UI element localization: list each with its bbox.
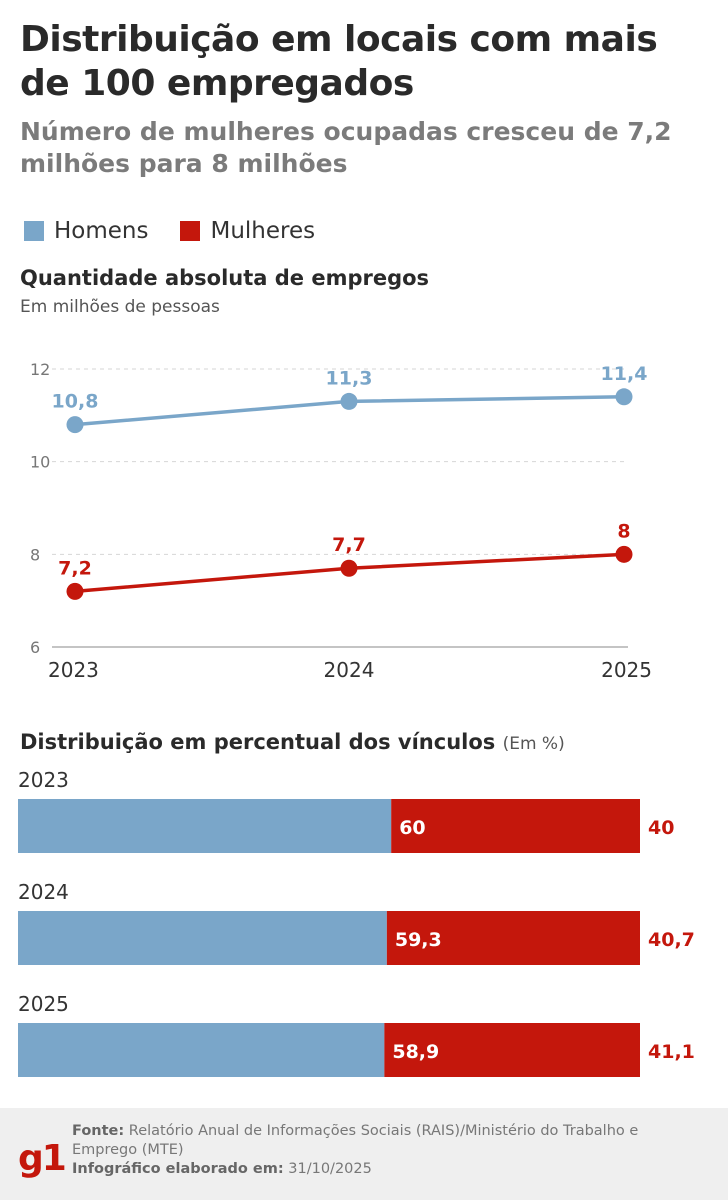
line-point-mulheres bbox=[615, 545, 633, 563]
line-point-homens bbox=[66, 416, 84, 434]
line-data-label: 11,3 bbox=[326, 367, 373, 389]
bar-label-mulheres: 40 bbox=[648, 817, 674, 839]
line-data-label: 7,7 bbox=[332, 534, 366, 556]
line-chart-y-tick: 12 bbox=[30, 360, 50, 379]
legend-label-homens: Homens bbox=[54, 218, 149, 244]
bar-chart-title: Distribuição em percentual dos vínculos bbox=[20, 730, 496, 754]
line-chart-unit: Em milhões de pessoas bbox=[20, 297, 220, 317]
page-title: Distribuição em locais com mais de 100 e… bbox=[20, 19, 658, 104]
line-chart-y-tick: 10 bbox=[30, 453, 50, 472]
line-point-homens bbox=[615, 388, 633, 406]
bar-segment-homens bbox=[18, 911, 387, 965]
g1-logo: g1 bbox=[18, 1138, 67, 1179]
bar-segment-mulheres bbox=[391, 799, 640, 853]
legend-swatch-mulheres bbox=[180, 221, 201, 241]
bar-chart-unit: (Em %) bbox=[502, 734, 565, 754]
bar-chart-title-row: Distribuição em percentual dos vínculos … bbox=[20, 730, 565, 754]
legend-label-mulheres: Mulheres bbox=[210, 218, 316, 244]
line-chart-x-tick: 2025 bbox=[601, 658, 652, 682]
bar-label-homens: 59,3 bbox=[395, 929, 442, 951]
line-chart-title: Quantidade absoluta de empregos bbox=[20, 266, 430, 290]
legend-swatch-homens bbox=[24, 221, 44, 241]
line-data-label: 7,2 bbox=[58, 557, 92, 579]
line-point-mulheres bbox=[66, 582, 84, 600]
legend: Homens Mulheres bbox=[24, 216, 347, 246]
legend-item-mulheres: Mulheres bbox=[180, 218, 315, 244]
line-point-homens bbox=[340, 392, 358, 410]
bar-label-mulheres: 41,1 bbox=[648, 1041, 695, 1063]
date-text: 31/10/2025 bbox=[288, 1161, 372, 1177]
footer-text: Fonte: Relatório Anual de Informações So… bbox=[72, 1122, 702, 1179]
line-point-mulheres bbox=[340, 559, 358, 577]
source-text: Relatório Anual de Informações Sociais (… bbox=[72, 1123, 639, 1158]
line-chart-x-tick: 2024 bbox=[324, 658, 375, 682]
bar-segment-mulheres bbox=[384, 1023, 640, 1077]
bar-label-homens: 60 bbox=[399, 817, 425, 839]
bar-label-homens: 58,9 bbox=[392, 1041, 439, 1063]
footer: g1 Fonte: Relatório Anual de Informações… bbox=[0, 1108, 728, 1200]
line-data-label: 11,4 bbox=[601, 363, 648, 385]
line-chart-y-tick: 8 bbox=[30, 545, 40, 564]
page-subtitle: Número de mulheres ocupadas cresceu de 7… bbox=[20, 117, 672, 178]
bar-row-label: 2025 bbox=[18, 992, 69, 1016]
legend-item-homens: Homens bbox=[24, 218, 148, 244]
source-label: Fonte: bbox=[72, 1123, 125, 1139]
charts-canvas: 6 8 10 12 2023 2024 2025 10,8 11,3 11,4 7,2 7,7 8 202… bbox=[18, 360, 695, 1077]
line-data-label: 8 bbox=[617, 520, 630, 542]
bar-segment-mulheres bbox=[386, 911, 640, 965]
bar-segment-homens bbox=[18, 799, 392, 853]
bar-segment-homens bbox=[18, 1023, 385, 1077]
line-data-label: 10,8 bbox=[52, 391, 99, 413]
bar-label-mulheres: 40,7 bbox=[648, 929, 695, 951]
bar-row-label: 2024 bbox=[18, 880, 69, 904]
bar-row-label: 2023 bbox=[18, 768, 69, 792]
line-chart-x-tick: 2023 bbox=[48, 658, 99, 682]
line-chart-y-tick: 6 bbox=[30, 638, 40, 657]
date-label: Infográfico elaborado em: bbox=[72, 1161, 284, 1177]
